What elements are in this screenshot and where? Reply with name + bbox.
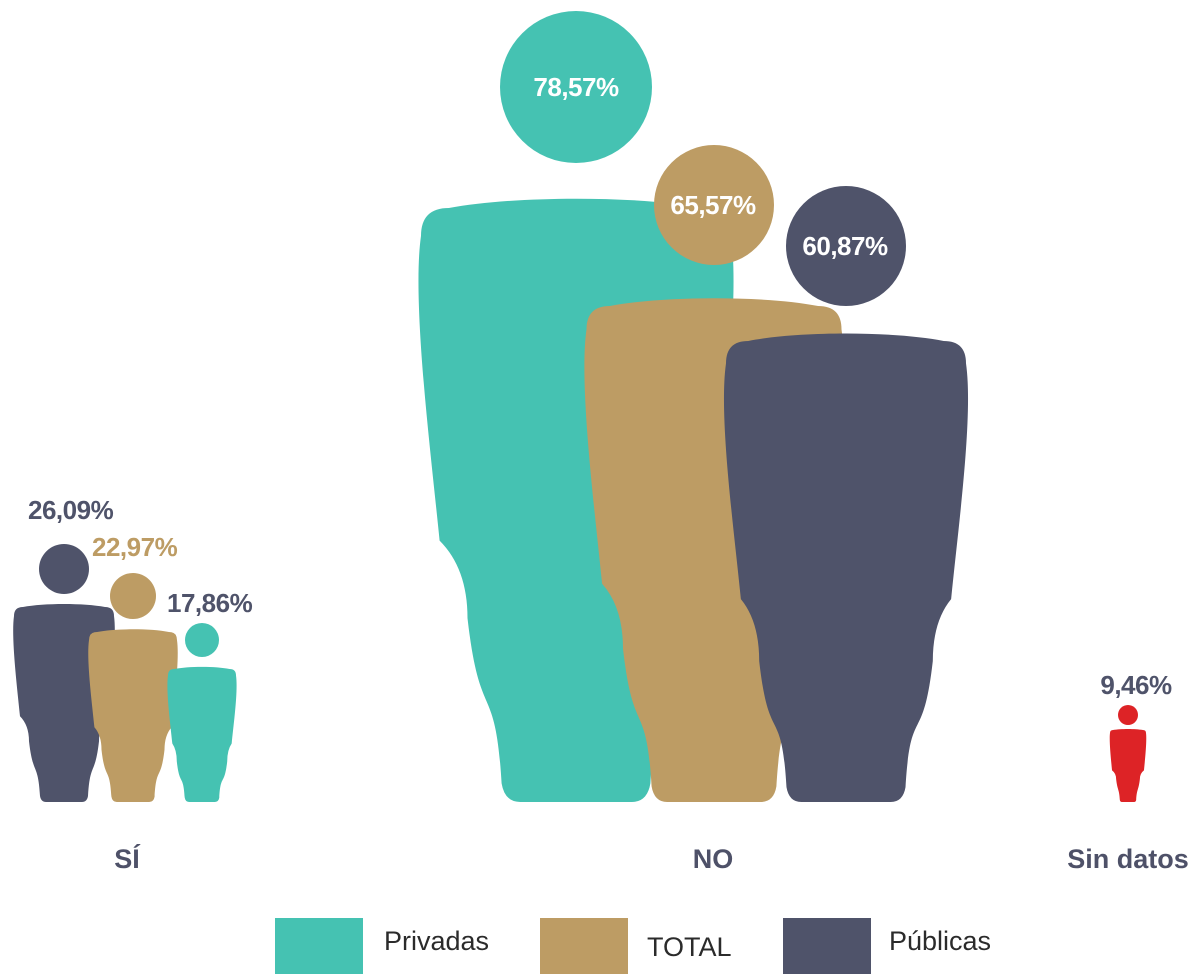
person-head-si-publicas xyxy=(39,544,89,594)
figures-layer: 78,57% 65,57% 60,87% 26,09% 22,97% 17,86% 9,46… xyxy=(13,11,1172,802)
category-label-sin-datos: Sin datos xyxy=(1067,844,1189,874)
person-body-si-privadas xyxy=(167,666,237,802)
value-label-no-publicas: 60,87% xyxy=(802,231,888,261)
legend-label-privadas: Privadas xyxy=(384,926,490,956)
person-head-no-publicas xyxy=(786,186,906,306)
person-body-no-publicas xyxy=(723,333,969,802)
person-sin-datos xyxy=(1109,705,1147,802)
person-head-si-total xyxy=(110,573,156,619)
person-body-sin-datos xyxy=(1109,728,1147,802)
person-si-privadas xyxy=(167,623,237,802)
legend-swatch-privadas xyxy=(275,918,363,974)
person-si-total xyxy=(88,573,178,802)
value-label-si-publicas: 26,09% xyxy=(28,495,114,525)
value-label-no-privadas: 78,57% xyxy=(533,72,619,102)
person-body-si-total xyxy=(88,629,178,802)
person-head-no-total xyxy=(654,145,774,265)
value-label-si-total: 22,97% xyxy=(92,532,178,562)
person-head-si-privadas xyxy=(185,623,219,657)
person-head-no-privadas xyxy=(500,11,652,163)
legend-swatch-total xyxy=(540,918,628,974)
person-head-sin-datos xyxy=(1118,705,1138,725)
legend: Privadas TOTAL Públicas xyxy=(0,918,1198,974)
legend-label-publicas: Públicas xyxy=(889,926,992,956)
person-no-publicas xyxy=(723,186,969,802)
value-label-no-total: 65,57% xyxy=(670,190,756,220)
legend-label-total: TOTAL xyxy=(647,932,732,962)
value-label-sin-datos: 9,46% xyxy=(1100,670,1172,700)
category-label-no: NO xyxy=(693,844,734,874)
legend-swatch-publicas xyxy=(783,918,871,974)
category-label-si: SÍ xyxy=(114,843,141,874)
value-label-si-privadas: 17,86% xyxy=(167,588,253,618)
